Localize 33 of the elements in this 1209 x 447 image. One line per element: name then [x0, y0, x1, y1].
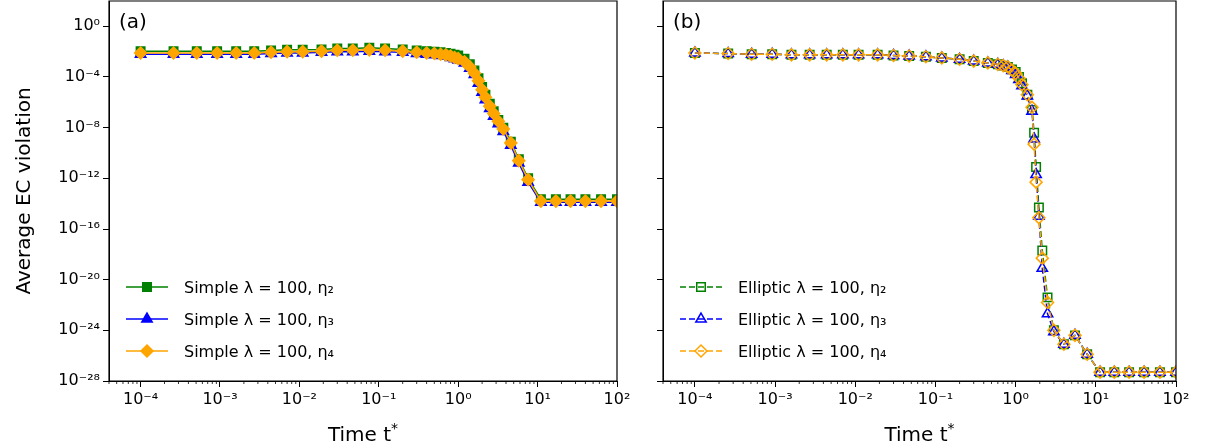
y-tick-label: 10⁰	[73, 15, 100, 35]
y-tick-label: 10⁻¹²	[58, 167, 100, 187]
x-tick-label: 10⁻¹	[361, 388, 397, 408]
x-tick-label: 10⁻²	[281, 388, 318, 408]
x-tick-label: 10²	[603, 388, 631, 408]
x-axis-title: Time t*	[883, 420, 955, 446]
y-tick-label: 10⁻⁸	[64, 116, 100, 136]
legend-label: Elliptic λ = 100, η₂	[738, 278, 887, 297]
y-axis-title: Average EC violation	[11, 87, 35, 295]
y-tick-label: 10⁻²⁴	[58, 319, 100, 339]
y-tick-label: 10⁻⁴	[64, 66, 100, 86]
y-tick-label: 10⁻¹⁶	[58, 218, 100, 238]
x-tick-label: 10¹	[1082, 388, 1110, 408]
legend-label: Simple λ = 100, η₄	[184, 342, 335, 361]
x-tick-label: 10⁻¹	[917, 388, 954, 408]
x-tick-label: 10⁻²	[837, 388, 873, 408]
x-tick-label: 10¹	[524, 388, 551, 408]
x-tick-label: 10²	[1162, 388, 1190, 408]
x-tick-label: 10⁻³	[757, 388, 793, 408]
legend-label: Simple λ = 100, η₃	[184, 310, 335, 329]
legend-label: Elliptic λ = 100, η₃	[738, 310, 887, 329]
x-tick-label: 10⁻⁴	[677, 388, 713, 408]
y-tick-label: 10⁻²⁸	[58, 370, 100, 390]
x-tick-label: 10⁻⁴	[122, 388, 159, 408]
legend-label: Elliptic λ = 100, η₄	[738, 342, 887, 361]
annotation: (a)	[119, 9, 147, 33]
x-tick-label: 10⁰	[1002, 388, 1030, 408]
y-tick-label: 10⁻²⁰	[58, 268, 100, 288]
annotation: (b)	[673, 9, 702, 33]
legend-label: Simple λ = 100, η₂	[184, 278, 335, 297]
x-tick-label: 10⁰	[444, 388, 472, 408]
x-tick-label: 10⁻³	[202, 388, 238, 408]
x-axis-title: Time t*	[326, 420, 399, 446]
